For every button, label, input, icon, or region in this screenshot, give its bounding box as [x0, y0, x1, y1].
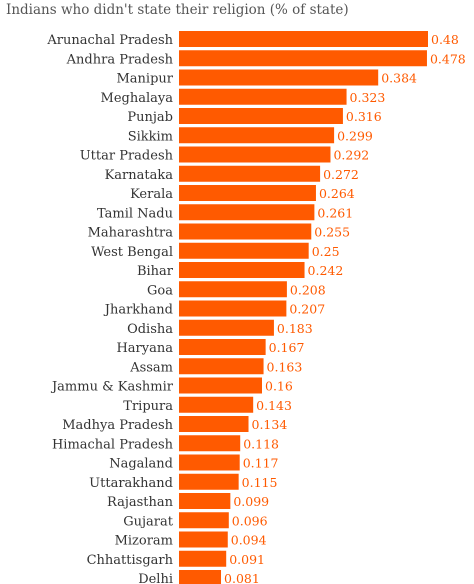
- value-label: 0.478: [430, 51, 466, 66]
- bar: [179, 300, 287, 317]
- bar: [179, 262, 305, 278]
- bar: [179, 339, 266, 355]
- category-label: Tamil Nadu: [97, 206, 173, 221]
- value-label: 0.117: [243, 456, 279, 471]
- value-label: 0.208: [290, 282, 326, 297]
- bar: [179, 242, 309, 259]
- value-label: 0.099: [233, 494, 269, 509]
- bar: [179, 531, 228, 548]
- value-label: 0.081: [224, 571, 260, 584]
- bar: [179, 31, 428, 47]
- value-label: 0.183: [277, 321, 313, 336]
- bar: [179, 88, 347, 105]
- category-label: Punjab: [127, 110, 173, 125]
- value-label: 0.272: [323, 167, 359, 182]
- value-label: 0.163: [267, 359, 303, 374]
- bar: [179, 473, 239, 490]
- category-label: Manipur: [116, 72, 173, 87]
- bar: [179, 493, 231, 509]
- category-label: Rajasthan: [107, 495, 174, 510]
- category-label: Meghalaya: [101, 91, 174, 106]
- value-label: 0.143: [256, 398, 292, 413]
- value-label: 0.261: [317, 205, 353, 220]
- category-label: Delhi: [138, 572, 173, 584]
- bar: [179, 396, 254, 413]
- bar: [179, 416, 249, 432]
- category-label: Madhya Pradesh: [62, 418, 173, 433]
- category-label: Kerala: [130, 187, 173, 202]
- bar: [179, 50, 427, 67]
- category-label: Mizoram: [115, 534, 173, 549]
- category-label: Haryana: [116, 341, 173, 356]
- value-label: 0.134: [252, 417, 288, 432]
- value-label: 0.255: [314, 225, 350, 240]
- value-label: 0.207: [289, 302, 325, 317]
- category-label: Jharkhand: [103, 303, 173, 318]
- value-label: 0.299: [337, 128, 373, 143]
- value-label: 0.242: [308, 263, 344, 278]
- category-label: Odisha: [127, 322, 173, 337]
- category-label: Goa: [147, 283, 173, 298]
- value-label: 0.115: [242, 475, 278, 490]
- bar: [179, 550, 227, 567]
- bar: [179, 204, 315, 221]
- bar: [179, 108, 343, 124]
- category-label: Karnataka: [105, 168, 174, 183]
- bar: [179, 165, 321, 182]
- bar: [179, 185, 316, 201]
- category-label: Assam: [129, 360, 173, 375]
- bar: [179, 69, 379, 86]
- value-label: 0.316: [346, 109, 382, 124]
- value-label: 0.48: [431, 32, 459, 47]
- category-label: Bihar: [137, 264, 174, 279]
- category-label: Tripura: [123, 399, 173, 414]
- value-label: 0.384: [381, 71, 417, 86]
- value-label: 0.264: [319, 186, 355, 201]
- category-label: Chhattisgarh: [87, 553, 174, 568]
- category-label: West Bengal: [91, 245, 173, 260]
- value-label: 0.091: [229, 552, 265, 567]
- value-label: 0.25: [312, 244, 340, 259]
- bar: [179, 281, 287, 298]
- bar: [179, 377, 262, 394]
- value-label: 0.096: [232, 513, 268, 528]
- chart-title: Indians who didn't state their religion …: [6, 2, 349, 18]
- category-label: Andhra Pradesh: [66, 52, 174, 67]
- category-label: Gujarat: [123, 514, 174, 529]
- bar: [179, 435, 241, 452]
- bar: [179, 127, 335, 144]
- value-label: 0.118: [243, 436, 279, 451]
- category-label: Maharashtra: [88, 226, 174, 241]
- bar: [179, 358, 264, 375]
- bar: [179, 146, 331, 163]
- category-label: Nagaland: [109, 457, 173, 472]
- bar: [179, 223, 312, 240]
- category-label: Himachal Pradesh: [52, 437, 174, 452]
- value-label: 0.167: [269, 340, 305, 355]
- value-label: 0.292: [333, 148, 369, 163]
- category-label: Sikkim: [128, 129, 173, 144]
- bar: [179, 454, 240, 471]
- value-label: 0.094: [231, 533, 267, 548]
- category-label: Uttarakhand: [89, 476, 173, 491]
- bar: [179, 512, 229, 529]
- bar: [179, 570, 222, 584]
- value-label: 0.323: [350, 90, 386, 105]
- category-label: Jammu & Kashmir: [50, 380, 174, 395]
- category-label: Arunachal Pradesh: [46, 33, 173, 48]
- bar: [179, 319, 274, 336]
- category-label: Uttar Pradesh: [80, 149, 174, 164]
- value-label: 0.16: [265, 379, 293, 394]
